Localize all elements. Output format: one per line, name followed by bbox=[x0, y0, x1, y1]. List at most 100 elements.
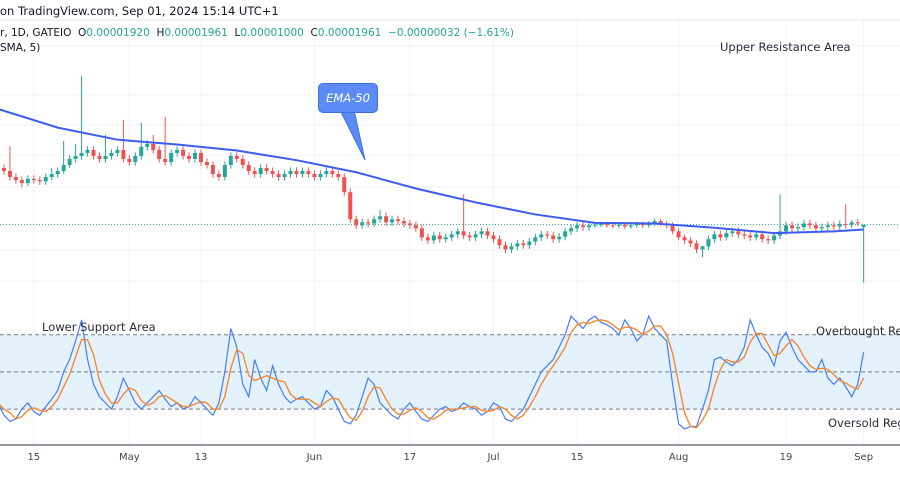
candle-body bbox=[264, 168, 269, 172]
candle-body bbox=[366, 222, 371, 224]
candle-body bbox=[336, 174, 341, 178]
candle-body bbox=[593, 224, 597, 226]
candle-body bbox=[13, 177, 18, 181]
candle-body bbox=[348, 192, 353, 220]
candle-body bbox=[121, 149, 126, 159]
candle-body bbox=[372, 219, 377, 224]
candle-body bbox=[742, 234, 747, 236]
high-value: 0.00001961 bbox=[164, 27, 228, 39]
candle-body bbox=[682, 237, 687, 241]
candle-body bbox=[760, 234, 765, 240]
candle-body bbox=[831, 225, 836, 227]
candle-body bbox=[640, 224, 645, 226]
ema-callout-pointer bbox=[339, 109, 366, 161]
oversold-label: Oversold Regi bbox=[828, 416, 900, 430]
candle-body bbox=[210, 165, 215, 175]
stoch-band bbox=[0, 334, 900, 410]
candle-body bbox=[378, 216, 383, 220]
candle-body bbox=[407, 223, 412, 226]
candle-body bbox=[449, 234, 454, 238]
ohlc-legend: r, 1D, GATEIO O0.00001920 H0.00001961 L0… bbox=[0, 27, 514, 39]
candle-body bbox=[276, 174, 281, 178]
candle-body bbox=[861, 224, 866, 228]
candle-body bbox=[413, 225, 418, 229]
candle-body bbox=[67, 158, 72, 166]
candle-body bbox=[115, 149, 120, 153]
candle-body bbox=[193, 152, 198, 159]
candle-body bbox=[628, 225, 633, 227]
candle-body bbox=[85, 149, 90, 153]
candle-body bbox=[175, 149, 180, 153]
candle-body bbox=[169, 152, 174, 162]
x-tick-label: Jun bbox=[306, 452, 323, 463]
candle-body bbox=[730, 231, 735, 234]
candle-body bbox=[360, 222, 365, 226]
candles bbox=[1, 75, 866, 283]
x-tick-label: 19 bbox=[779, 452, 793, 463]
candle-body bbox=[425, 237, 430, 241]
candle-body bbox=[145, 143, 150, 147]
ema-callout: EMA-50 bbox=[318, 83, 378, 113]
candle-body bbox=[837, 224, 842, 227]
candle-body bbox=[318, 174, 323, 178]
x-tick-label: Aug bbox=[668, 452, 689, 463]
candle-body bbox=[515, 243, 520, 247]
candle-body bbox=[103, 155, 108, 159]
candle-body bbox=[551, 235, 556, 240]
candle-body bbox=[521, 243, 526, 246]
candle-body bbox=[294, 171, 299, 175]
candle-body bbox=[61, 165, 66, 172]
candle-body bbox=[79, 152, 84, 156]
candle-body bbox=[246, 165, 251, 172]
candle-body bbox=[151, 143, 156, 150]
candle-body bbox=[813, 225, 818, 229]
low-value: 0.00001000 bbox=[240, 27, 304, 39]
header-source: on TradingView.com, Sep 01, 2024 15:14 U… bbox=[0, 4, 279, 18]
candle-body bbox=[401, 221, 406, 224]
candle-body bbox=[485, 231, 490, 236]
candle-body bbox=[324, 171, 329, 175]
candle-body bbox=[772, 235, 777, 241]
candle-body bbox=[163, 158, 168, 162]
candle-body bbox=[395, 219, 400, 222]
candle-body bbox=[133, 155, 138, 162]
low-label: L bbox=[234, 27, 241, 39]
candle-body bbox=[795, 227, 800, 229]
candle-body bbox=[19, 180, 24, 184]
candle-body bbox=[187, 155, 192, 159]
candle-body bbox=[228, 155, 233, 166]
candle-body bbox=[282, 174, 287, 178]
candle-body bbox=[694, 243, 699, 250]
stochastic-lines bbox=[0, 314, 865, 430]
candle-body bbox=[258, 168, 263, 175]
candle-body bbox=[712, 234, 717, 240]
candle-body bbox=[37, 180, 42, 182]
candle-body bbox=[198, 152, 203, 162]
candle-body bbox=[7, 171, 12, 178]
candle-body bbox=[354, 219, 359, 226]
candle-body bbox=[461, 231, 466, 236]
ema-50-line bbox=[0, 108, 864, 235]
open-value: 0.00001920 bbox=[86, 27, 150, 39]
candle-body bbox=[91, 149, 96, 156]
candle-body bbox=[216, 174, 221, 178]
x-tick-label: 13 bbox=[194, 452, 208, 463]
candle-body bbox=[598, 224, 603, 226]
candle-body bbox=[55, 171, 60, 175]
candle-body bbox=[222, 165, 227, 178]
overbought-label: Overbought Regi bbox=[816, 324, 900, 338]
candle-body bbox=[700, 246, 705, 250]
close-value: 0.00001961 bbox=[317, 27, 382, 39]
candle-body bbox=[300, 171, 305, 175]
indicator-legend: SMA, 5) bbox=[0, 42, 41, 54]
candle-body bbox=[479, 231, 484, 235]
candle-body bbox=[849, 222, 854, 225]
candle-body bbox=[467, 235, 472, 238]
candle-body bbox=[581, 225, 586, 228]
candle-body bbox=[766, 239, 771, 241]
candle-body bbox=[610, 225, 615, 227]
candle-body bbox=[455, 231, 460, 235]
candle-body bbox=[575, 225, 580, 229]
candle-body bbox=[31, 178, 36, 181]
